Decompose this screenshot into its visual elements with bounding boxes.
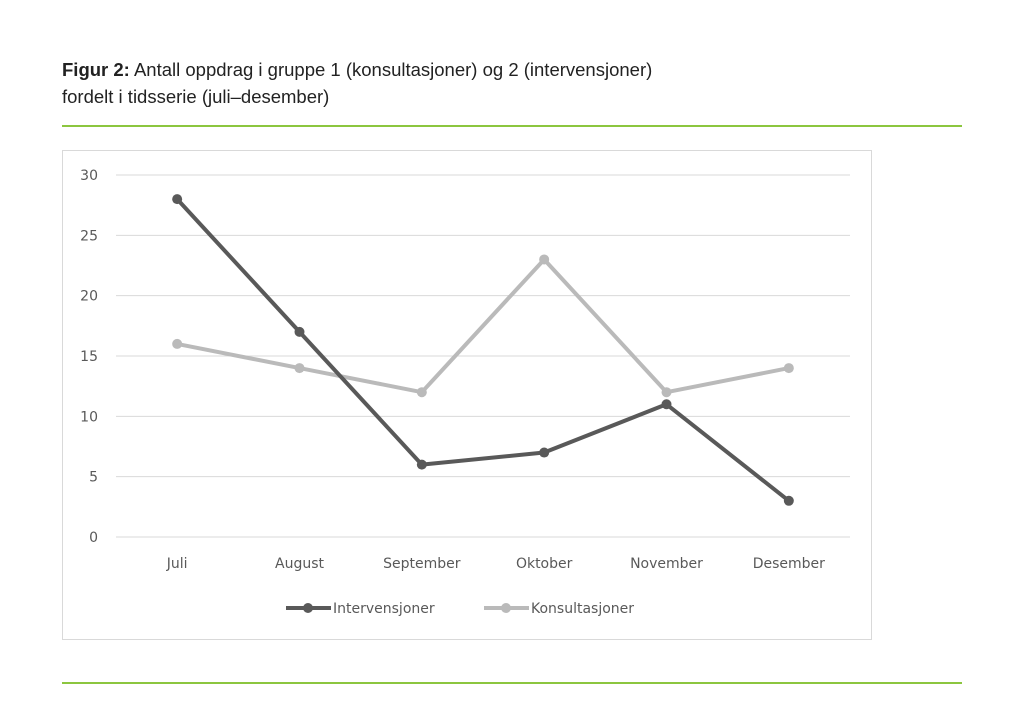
legend-label: Intervensjoner xyxy=(333,601,435,617)
x-tick-label: Oktober xyxy=(516,556,573,572)
legend-marker-icon xyxy=(501,603,511,613)
data-point xyxy=(294,363,305,374)
caption-line2: fordelt i tidsserie (juli–desember) xyxy=(62,86,330,107)
series-line-konsultasjoner xyxy=(176,257,790,395)
legend-label: Konsultasjoner xyxy=(531,601,634,617)
y-tick-label: 0 xyxy=(89,530,98,546)
x-tick-label: August xyxy=(275,556,325,572)
y-tick-label: 10 xyxy=(80,409,98,425)
y-tick-label: 20 xyxy=(80,289,98,305)
top-divider xyxy=(62,125,962,127)
y-tick-label: 15 xyxy=(80,349,98,365)
series-line-intervensjoner xyxy=(175,197,791,503)
x-tick-label: September xyxy=(383,556,461,572)
data-point xyxy=(539,447,550,458)
y-tick-label: 5 xyxy=(89,470,98,486)
x-tick-label: Desember xyxy=(753,556,825,572)
data-point xyxy=(416,459,427,470)
data-point xyxy=(294,326,305,337)
data-point xyxy=(661,387,672,398)
caption-label: Figur 2: xyxy=(62,59,130,80)
data-point xyxy=(172,338,183,349)
data-point xyxy=(416,387,427,398)
data-point xyxy=(539,254,550,265)
y-tick-label: 30 xyxy=(80,168,98,184)
y-tick-label: 25 xyxy=(80,228,98,244)
x-tick-label: November xyxy=(630,556,703,572)
data-point xyxy=(172,194,183,205)
data-point xyxy=(661,399,672,410)
legend-marker-icon xyxy=(303,603,313,613)
x-tick-label: Juli xyxy=(166,556,188,572)
data-point xyxy=(783,495,794,506)
caption-text: Antall oppdrag i gruppe 1 (konsultasjone… xyxy=(133,59,653,80)
data-point xyxy=(783,363,794,374)
figure-caption: Figur 2: Antall oppdrag i gruppe 1 (kons… xyxy=(62,56,652,110)
bottom-divider xyxy=(62,682,962,684)
chart-frame xyxy=(62,150,872,640)
